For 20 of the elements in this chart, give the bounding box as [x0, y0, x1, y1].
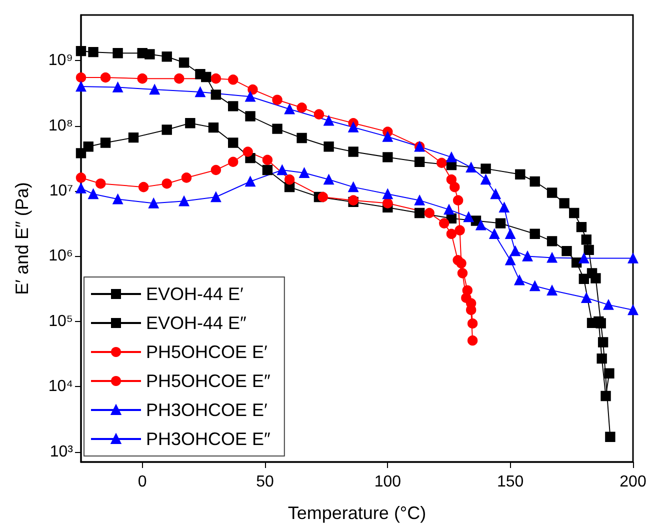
- y-tick-label: 10⁸: [48, 117, 73, 134]
- y-tick-label: 10⁵: [48, 312, 73, 330]
- x-tick-label: 100: [374, 474, 402, 490]
- legend-label: PH5OHCOE E″: [146, 371, 272, 391]
- y-tick-label: 10³: [50, 443, 74, 460]
- y-tick-label: 10⁴: [48, 378, 74, 396]
- x-tick-label: 150: [496, 474, 524, 490]
- legend-label: EVOH-44 E″: [146, 313, 248, 333]
- legend-label: PH5OHCOE E′: [146, 342, 268, 362]
- x-tick-label: 200: [620, 474, 646, 490]
- legend-label: EVOH-44 E′: [146, 284, 244, 304]
- legend-label: PH3OHCOE E′: [146, 400, 268, 420]
- x-tick-label: 0: [138, 474, 147, 490]
- y-tick-label: 10⁹: [48, 52, 73, 70]
- y-tick-label: 10⁷: [49, 182, 74, 200]
- y-tick-label: 10⁶: [48, 248, 73, 265]
- x-tick-label: 50: [256, 474, 274, 490]
- y-axis-title: E′ and E″ (Pa): [12, 182, 32, 295]
- legend-label: PH3OHCOE E″: [146, 429, 272, 449]
- x-axis-title: Temperature (°C): [288, 503, 426, 523]
